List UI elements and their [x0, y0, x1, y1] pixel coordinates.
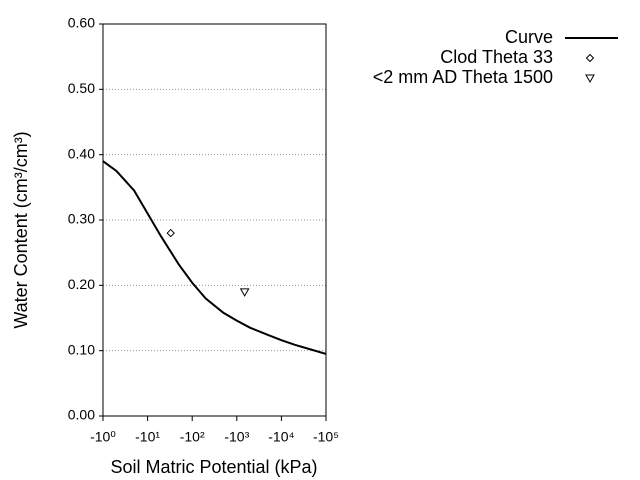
x-tick-label: -10⁵	[313, 429, 339, 445]
legend-swatch	[585, 74, 595, 84]
point	[166, 228, 175, 238]
y-tick-label: 0.20	[68, 276, 95, 292]
curve	[102, 160, 327, 355]
x-tick-label: -10²	[180, 429, 205, 445]
y-tick-label: 0.00	[68, 407, 95, 423]
legend-swatch	[585, 53, 595, 63]
legend-label: <2 mm AD Theta 1500	[373, 67, 553, 87]
x-tick-label: -10¹	[135, 429, 160, 445]
x-axis-label: Soil Matric Potential (kPa)	[110, 457, 317, 477]
y-tick-label: 0.30	[68, 211, 95, 227]
point	[239, 288, 250, 297]
y-tick-label: 0.40	[68, 145, 95, 161]
y-tick-label: 0.10	[68, 341, 95, 357]
y-tick-label: 0.60	[68, 15, 95, 31]
y-axis-label: Water Content (cm³/cm³)	[11, 131, 31, 328]
plot-frame	[102, 23, 327, 417]
x-tick-label: -10⁴	[268, 429, 294, 445]
legend-label: Clod Theta 33	[440, 47, 553, 67]
x-tick-label: -10³	[224, 429, 249, 445]
x-tick-label: -10⁰	[90, 429, 116, 445]
y-tick-label: 0.50	[68, 80, 95, 96]
legend-label: Curve	[505, 27, 553, 47]
